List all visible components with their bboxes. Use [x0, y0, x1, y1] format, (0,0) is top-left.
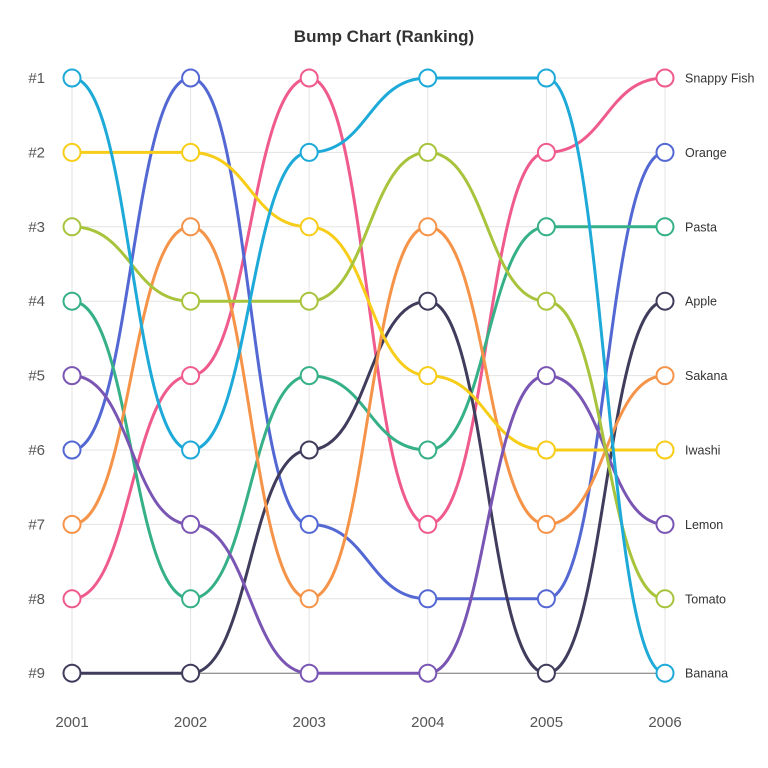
x-tick-label: 2005: [530, 714, 563, 731]
point-iwashi: [62, 142, 82, 162]
y-tick-label: #2: [28, 144, 45, 161]
point-apple: [536, 663, 556, 683]
point-orange: [418, 589, 438, 609]
x-axis-ticks: 2001 2002 2003 2004 2005 2006: [55, 714, 681, 731]
point-banana: [536, 68, 556, 88]
point-snappy-fish: [299, 68, 319, 88]
point-banana: [62, 68, 82, 88]
point-orange: [655, 142, 675, 162]
point-iwashi: [181, 142, 201, 162]
chart-title: Bump Chart (Ranking): [294, 27, 474, 46]
point-snappy-fish: [655, 68, 675, 88]
point-tomato: [536, 291, 556, 311]
series-line-pasta: [70, 225, 667, 601]
point-pasta: [418, 440, 438, 460]
series-line-lemon: [70, 374, 667, 675]
y-tick-label: #5: [28, 368, 45, 385]
series-label: Orange: [685, 146, 727, 160]
x-tick-label: 2002: [174, 714, 207, 731]
point-sakana: [181, 217, 201, 237]
point-lemon: [418, 663, 438, 683]
series-end-labels: Snappy Fish Orange Pasta Apple Sakana Iwashi L…: [685, 72, 755, 681]
point-iwashi: [536, 440, 556, 460]
point-banana: [418, 68, 438, 88]
series-label: Snappy Fish: [685, 72, 755, 86]
y-tick-label: #3: [28, 219, 45, 236]
point-tomato: [62, 217, 82, 237]
point-iwashi: [418, 366, 438, 386]
point-sakana: [62, 514, 82, 534]
x-tick-label: 2004: [411, 714, 444, 731]
point-sakana: [536, 514, 556, 534]
point-sakana: [418, 217, 438, 237]
point-sakana: [299, 589, 319, 609]
x-tick-label: 2003: [293, 714, 326, 731]
point-lemon: [62, 366, 82, 386]
point-pasta: [62, 291, 82, 311]
series-line-apple: [70, 299, 667, 675]
point-pasta: [181, 589, 201, 609]
point-snappy-fish: [418, 514, 438, 534]
point-iwashi: [655, 440, 675, 460]
point-snappy-fish: [62, 589, 82, 609]
point-snappy-fish: [181, 366, 201, 386]
point-apple: [655, 291, 675, 311]
series-points: [62, 68, 675, 683]
series-label: Tomato: [685, 592, 726, 606]
series-label: Lemon: [685, 518, 723, 532]
series-line-orange: [70, 76, 667, 601]
point-orange: [62, 440, 82, 460]
point-orange: [181, 68, 201, 88]
point-lemon: [299, 663, 319, 683]
point-pasta: [655, 217, 675, 237]
point-sakana: [655, 366, 675, 386]
y-tick-label: #1: [28, 70, 45, 87]
point-banana: [655, 663, 675, 683]
series-label: Banana: [685, 667, 728, 681]
series-label: Pasta: [685, 220, 717, 234]
y-tick-label: #6: [28, 442, 45, 459]
point-tomato: [299, 291, 319, 311]
point-banana: [181, 440, 201, 460]
point-pasta: [536, 217, 556, 237]
series-label: Apple: [685, 295, 717, 309]
point-apple: [181, 663, 201, 683]
point-pasta: [299, 366, 319, 386]
point-lemon: [181, 514, 201, 534]
point-orange: [299, 514, 319, 534]
y-axis-ticks: #1 #2 #3 #4 #5 #6 #7 #8 #9: [28, 70, 45, 682]
y-tick-label: #4: [28, 293, 45, 310]
point-banana: [299, 142, 319, 162]
y-tick-label: #9: [28, 665, 45, 682]
point-tomato: [418, 142, 438, 162]
point-orange: [536, 589, 556, 609]
point-tomato: [655, 589, 675, 609]
point-iwashi: [299, 217, 319, 237]
point-lemon: [655, 514, 675, 534]
point-lemon: [536, 366, 556, 386]
x-tick-label: 2001: [55, 714, 88, 731]
point-apple: [418, 291, 438, 311]
series-line-snappy-fish: [70, 76, 667, 601]
series-label: Iwashi: [685, 444, 720, 458]
y-tick-label: #8: [28, 591, 45, 608]
series-label: Sakana: [685, 369, 727, 383]
x-tick-label: 2006: [648, 714, 681, 731]
point-apple: [62, 663, 82, 683]
point-tomato: [181, 291, 201, 311]
y-tick-label: #7: [28, 516, 45, 533]
point-snappy-fish: [536, 142, 556, 162]
point-apple: [299, 440, 319, 460]
series-line-banana: [70, 76, 667, 675]
